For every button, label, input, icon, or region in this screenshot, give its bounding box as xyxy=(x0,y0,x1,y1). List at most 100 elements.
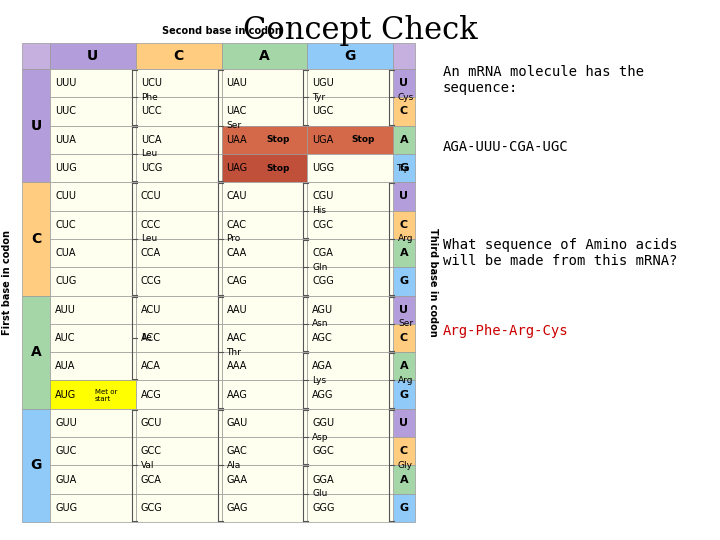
Text: AGU: AGU xyxy=(312,305,333,315)
Bar xyxy=(136,494,222,522)
Bar xyxy=(393,97,415,126)
Text: Third base in codon: Third base in codon xyxy=(428,228,438,337)
Text: start: start xyxy=(94,396,111,402)
Bar xyxy=(393,183,415,211)
Bar xyxy=(393,69,415,97)
Bar xyxy=(222,154,307,183)
Text: UUU: UUU xyxy=(55,78,76,88)
Bar xyxy=(222,381,307,409)
Text: UGC: UGC xyxy=(312,106,333,117)
Text: Trp: Trp xyxy=(396,164,410,173)
Text: G: G xyxy=(30,458,42,472)
Bar xyxy=(393,239,415,267)
Text: GCU: GCU xyxy=(140,418,162,428)
Bar xyxy=(50,126,136,154)
Bar xyxy=(307,97,393,126)
Bar xyxy=(307,324,393,352)
Text: CGA: CGA xyxy=(312,248,333,258)
Bar xyxy=(136,43,222,69)
Bar xyxy=(393,295,415,324)
Text: AUG: AUG xyxy=(55,389,76,400)
Bar xyxy=(136,211,222,239)
Bar xyxy=(222,239,307,267)
Text: AAG: AAG xyxy=(227,389,248,400)
Bar xyxy=(393,409,415,437)
Text: Arg: Arg xyxy=(398,234,413,244)
Bar xyxy=(222,437,307,465)
Bar xyxy=(307,267,393,295)
Bar xyxy=(393,211,415,239)
Text: GGG: GGG xyxy=(312,503,335,513)
Bar xyxy=(50,437,136,465)
Text: Cys: Cys xyxy=(398,93,414,102)
Bar xyxy=(393,267,415,295)
Text: UCA: UCA xyxy=(140,135,161,145)
Text: Stop: Stop xyxy=(266,164,289,173)
Bar xyxy=(393,154,415,183)
Bar xyxy=(50,239,136,267)
Text: GGA: GGA xyxy=(312,475,334,484)
Bar xyxy=(50,465,136,494)
Bar xyxy=(222,324,307,352)
Bar xyxy=(307,409,393,437)
Bar xyxy=(307,295,393,324)
Bar xyxy=(393,126,415,154)
Text: CCA: CCA xyxy=(140,248,161,258)
Bar xyxy=(393,324,415,352)
Bar xyxy=(393,381,415,409)
Bar xyxy=(393,43,415,69)
Text: ACU: ACU xyxy=(140,305,161,315)
Text: Stop: Stop xyxy=(352,136,375,144)
Bar xyxy=(50,154,136,183)
Text: Gly: Gly xyxy=(398,461,413,470)
Text: Thr: Thr xyxy=(227,348,241,356)
Text: C: C xyxy=(31,232,41,246)
Bar xyxy=(393,352,415,381)
Bar xyxy=(307,437,393,465)
Text: Val: Val xyxy=(140,461,154,470)
Bar xyxy=(393,494,415,522)
Bar xyxy=(222,69,307,97)
Bar xyxy=(222,267,307,295)
Text: G: G xyxy=(400,389,408,400)
Bar xyxy=(307,183,393,211)
Bar xyxy=(136,352,222,381)
Text: CUU: CUU xyxy=(55,191,76,201)
Bar xyxy=(307,239,393,267)
Text: Asp: Asp xyxy=(312,433,329,442)
Text: ACG: ACG xyxy=(140,389,161,400)
Text: Lys: Lys xyxy=(312,376,326,385)
Bar xyxy=(22,409,50,522)
Text: UCG: UCG xyxy=(140,163,162,173)
Text: CCC: CCC xyxy=(140,220,161,229)
Text: CUC: CUC xyxy=(55,220,76,229)
Text: His: His xyxy=(312,206,326,215)
Text: GCA: GCA xyxy=(140,475,161,484)
Text: GUA: GUA xyxy=(55,475,76,484)
Text: G: G xyxy=(344,49,356,63)
Text: U: U xyxy=(400,418,408,428)
Text: Gln: Gln xyxy=(312,262,328,272)
Text: A: A xyxy=(31,345,41,359)
Text: Stop: Stop xyxy=(266,136,289,144)
Bar xyxy=(222,352,307,381)
Text: ACC: ACC xyxy=(140,333,161,343)
Text: GAC: GAC xyxy=(227,446,247,456)
Text: GUG: GUG xyxy=(55,503,77,513)
Text: U: U xyxy=(400,78,408,88)
Text: UGA: UGA xyxy=(312,135,333,145)
Text: AGC: AGC xyxy=(312,333,333,343)
Text: UCC: UCC xyxy=(140,106,161,117)
Text: AUA: AUA xyxy=(55,361,76,372)
Text: G: G xyxy=(400,276,408,286)
Text: C: C xyxy=(400,220,408,229)
Text: Ser: Ser xyxy=(398,319,413,328)
Text: Pro: Pro xyxy=(227,234,240,244)
Bar xyxy=(50,211,136,239)
Text: G: G xyxy=(400,503,408,513)
Bar xyxy=(22,295,50,409)
Bar xyxy=(222,126,307,154)
Text: Ser: Ser xyxy=(227,121,242,130)
Text: UGG: UGG xyxy=(312,163,334,173)
Text: Ile: Ile xyxy=(140,334,152,342)
